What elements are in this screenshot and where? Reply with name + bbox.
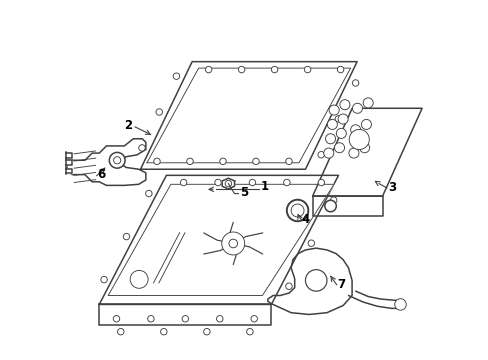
Circle shape — [352, 80, 358, 86]
Polygon shape — [267, 248, 351, 315]
Text: 6: 6 — [97, 168, 105, 181]
Circle shape — [250, 316, 257, 322]
Circle shape — [326, 120, 337, 130]
Circle shape — [317, 152, 324, 158]
Circle shape — [156, 109, 162, 115]
Circle shape — [334, 116, 341, 122]
Circle shape — [153, 158, 160, 165]
Circle shape — [350, 125, 360, 135]
Circle shape — [330, 197, 336, 203]
Circle shape — [283, 179, 289, 186]
Circle shape — [286, 200, 308, 221]
Circle shape — [109, 152, 125, 168]
Circle shape — [271, 66, 277, 73]
Circle shape — [325, 134, 335, 144]
Circle shape — [139, 145, 145, 151]
Circle shape — [113, 157, 121, 164]
Circle shape — [305, 270, 326, 291]
Polygon shape — [140, 62, 356, 169]
Circle shape — [252, 158, 259, 165]
Circle shape — [361, 120, 371, 130]
Circle shape — [324, 200, 336, 212]
Circle shape — [160, 328, 167, 335]
Circle shape — [238, 66, 244, 73]
Circle shape — [337, 114, 347, 124]
Text: 7: 7 — [337, 278, 345, 291]
Polygon shape — [222, 178, 234, 189]
Circle shape — [228, 239, 237, 248]
Circle shape — [113, 316, 120, 322]
Circle shape — [304, 66, 310, 73]
Polygon shape — [63, 160, 72, 165]
Circle shape — [145, 190, 152, 197]
Text: 1: 1 — [260, 180, 268, 193]
Circle shape — [203, 328, 210, 335]
Circle shape — [348, 148, 358, 158]
Circle shape — [323, 148, 333, 158]
Circle shape — [147, 316, 154, 322]
Circle shape — [285, 283, 291, 289]
Polygon shape — [63, 168, 72, 173]
Polygon shape — [108, 184, 333, 296]
Circle shape — [307, 240, 314, 247]
Circle shape — [182, 316, 188, 322]
Circle shape — [336, 129, 346, 138]
Circle shape — [348, 130, 368, 149]
Circle shape — [249, 179, 255, 186]
Circle shape — [186, 158, 193, 165]
Circle shape — [352, 103, 362, 113]
Circle shape — [173, 73, 179, 80]
Text: 4: 4 — [301, 213, 309, 226]
Circle shape — [224, 180, 231, 187]
Circle shape — [328, 105, 339, 115]
Polygon shape — [99, 175, 338, 305]
Circle shape — [222, 232, 244, 255]
Circle shape — [337, 66, 343, 73]
Circle shape — [317, 179, 324, 186]
Circle shape — [214, 179, 221, 186]
Circle shape — [123, 233, 129, 240]
Circle shape — [101, 276, 107, 283]
Text: 3: 3 — [387, 181, 395, 194]
Text: 5: 5 — [239, 186, 247, 199]
Polygon shape — [348, 291, 403, 309]
Circle shape — [290, 204, 304, 217]
Circle shape — [246, 328, 253, 335]
Circle shape — [205, 66, 211, 73]
Circle shape — [394, 299, 406, 310]
Circle shape — [180, 179, 186, 186]
Circle shape — [216, 316, 223, 322]
Polygon shape — [312, 108, 421, 196]
Polygon shape — [67, 139, 145, 185]
Circle shape — [363, 98, 372, 108]
Text: 2: 2 — [124, 119, 132, 132]
Circle shape — [285, 158, 292, 165]
Polygon shape — [147, 68, 350, 163]
Circle shape — [339, 100, 349, 110]
Circle shape — [117, 328, 124, 335]
Polygon shape — [63, 153, 72, 158]
Circle shape — [359, 143, 369, 153]
Circle shape — [219, 158, 226, 165]
Circle shape — [130, 270, 148, 288]
Polygon shape — [99, 305, 271, 325]
Circle shape — [334, 143, 344, 153]
Polygon shape — [312, 196, 382, 216]
